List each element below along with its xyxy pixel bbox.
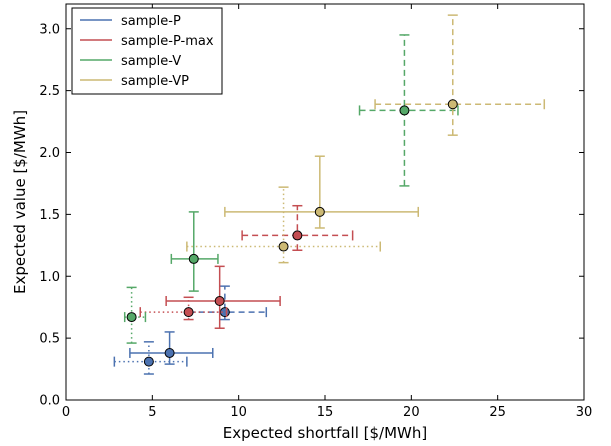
- y-axis-label: Expected value [$/MWh]: [11, 110, 29, 294]
- y-tick-label: 2.5: [39, 84, 60, 99]
- data-point: [215, 297, 224, 306]
- series-sample-VP: [187, 15, 544, 263]
- legend-label: sample-VP: [121, 74, 189, 89]
- data-point: [293, 231, 302, 240]
- data-point: [184, 308, 193, 317]
- series-sample-P: [114, 286, 266, 374]
- x-tick-label: 25: [489, 405, 506, 420]
- y-tick-label: 0.5: [39, 332, 60, 347]
- data-point: [127, 313, 136, 322]
- x-axis-label: Expected shortfall [$/MWh]: [223, 424, 427, 442]
- data-point: [400, 106, 409, 115]
- y-tick-label: 3.0: [39, 22, 60, 37]
- data-point: [144, 357, 153, 366]
- x-tick-label: 15: [317, 405, 334, 420]
- data-point: [165, 348, 174, 357]
- x-tick-label: 20: [403, 405, 420, 420]
- y-tick-label: 2.0: [39, 146, 60, 161]
- series-sample-P-max: [140, 206, 352, 329]
- y-tick-label: 1.5: [39, 208, 60, 223]
- legend-label: sample-P-max: [121, 34, 214, 49]
- data-point: [279, 242, 288, 251]
- data-point: [189, 254, 198, 263]
- data-point: [315, 207, 324, 216]
- x-tick-label: 30: [576, 405, 593, 420]
- legend-label: sample-V: [121, 54, 181, 69]
- x-tick-label: 0: [62, 405, 70, 420]
- x-tick-label: 5: [148, 405, 156, 420]
- legend-label: sample-P: [121, 14, 181, 29]
- data-point: [448, 100, 457, 109]
- x-tick-label: 10: [230, 405, 247, 420]
- y-tick-label: 0.0: [39, 394, 60, 409]
- legend: sample-P sample-P-max sample-V sample-VP: [72, 8, 222, 94]
- y-tick-label: 1.0: [39, 270, 60, 285]
